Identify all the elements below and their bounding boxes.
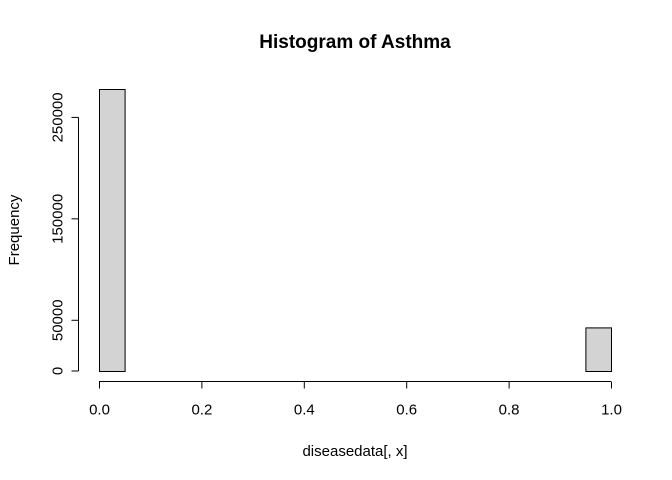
y-tick-label: 150000	[50, 194, 67, 244]
y-axis: 0 50000 150000 250000	[50, 92, 79, 375]
histogram-bar	[99, 89, 126, 372]
x-tick-label: 1.0	[601, 402, 622, 419]
x-axis-label: diseasedata[, x]	[302, 443, 407, 460]
chart-title: Histogram of Asthma	[259, 32, 451, 53]
x-tick-label: 0.0	[89, 402, 110, 419]
y-tick-label: 250000	[50, 92, 67, 142]
bars-group	[99, 89, 613, 372]
x-axis: 0.0 0.2 0.4 0.6 0.8 1.0	[89, 381, 622, 419]
y-axis-label: Frequency	[6, 194, 23, 265]
x-tick-label: 0.6	[396, 402, 417, 419]
x-tick-label: 0.4	[294, 402, 315, 419]
y-tick-label: 50000	[50, 299, 67, 341]
x-tick-label: 0.2	[191, 402, 212, 419]
y-tick-label: 0	[50, 367, 67, 375]
histogram-bar	[585, 327, 613, 372]
x-tick-label: 0.8	[499, 402, 520, 419]
